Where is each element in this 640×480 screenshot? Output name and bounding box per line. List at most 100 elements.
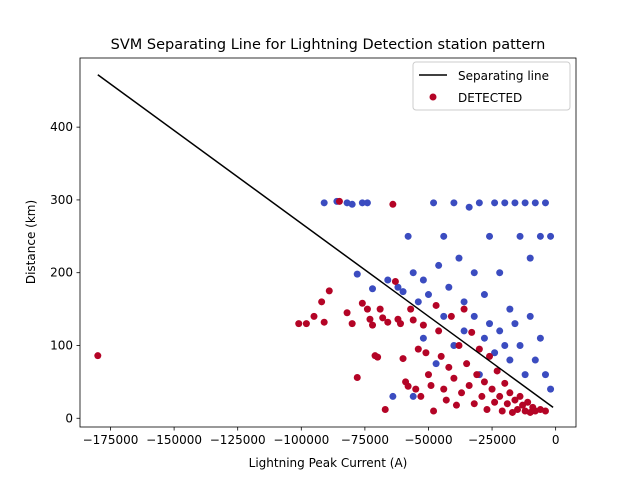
not-detected-point: [475, 199, 483, 207]
legend: Separating line DETECTED: [412, 61, 571, 111]
detected-point: [442, 396, 450, 404]
detected-point: [407, 305, 415, 313]
not-detected-point: [424, 291, 432, 299]
detected-point: [353, 374, 361, 382]
not-detected-point: [320, 199, 328, 207]
x-tick-label: −50000: [404, 433, 452, 447]
not-detected-point: [516, 232, 524, 240]
not-detected-point: [389, 392, 397, 400]
not-detected-point: [491, 199, 499, 207]
y-axis-label: Distance (km): [24, 200, 38, 284]
detected-point: [376, 305, 384, 313]
detected-point: [414, 345, 422, 353]
x-tick-label: −25000: [468, 433, 516, 447]
detected-point: [480, 378, 488, 386]
x-tick-label: 0: [552, 433, 560, 447]
not-detected-point: [358, 199, 366, 207]
not-detected-point: [541, 199, 549, 207]
detected-point: [506, 389, 514, 397]
detected-point: [491, 398, 499, 406]
detected-point: [320, 318, 328, 326]
not-detected-point: [480, 334, 488, 342]
detected-point: [465, 382, 473, 390]
detected-point: [435, 327, 443, 335]
detected-point: [399, 355, 407, 363]
x-axis-ticks: −175000 −150000 −125000 −100000 −75000 −50000…: [83, 427, 560, 447]
detected-point: [496, 392, 504, 400]
detected-point: [94, 352, 102, 360]
detected-point: [508, 408, 516, 416]
not-detected-point: [369, 285, 377, 293]
not-detected-point: [547, 385, 555, 393]
detected-point: [366, 315, 374, 323]
detected-point: [541, 407, 549, 415]
detected-point: [348, 320, 356, 328]
detected-point: [295, 320, 303, 328]
not-detected-point: [450, 341, 458, 349]
detected-point: [513, 406, 521, 414]
detected-point: [475, 345, 483, 353]
not-detected-point: [419, 276, 427, 284]
not-detected-point: [432, 360, 440, 368]
detected-point: [363, 305, 371, 313]
x-tick-label: −75000: [341, 433, 389, 447]
not-detected-point: [435, 261, 443, 269]
not-detected-point: [348, 200, 356, 208]
not-detected-point: [465, 203, 473, 211]
not-detected-point: [536, 334, 544, 342]
detected-point: [325, 287, 333, 295]
not-detected-point: [521, 199, 529, 207]
detected-point: [488, 385, 496, 393]
not-detected-point: [511, 199, 519, 207]
detected-point: [389, 200, 397, 208]
y-axis-ticks: 0 100 200 300 400: [50, 120, 80, 425]
detected-point: [493, 367, 501, 375]
not-detected-point: [450, 199, 458, 207]
not-detected-point: [470, 312, 478, 320]
axes-frame: [79, 57, 577, 428]
legend-entry-separating-line: Separating line: [458, 69, 549, 83]
separating-line: [97, 74, 554, 408]
detected-point: [447, 312, 455, 320]
detected-point: [318, 298, 326, 306]
not-detected-point: [526, 254, 534, 262]
detected-point: [419, 321, 427, 329]
detected-point: [422, 349, 430, 357]
not-detected-point: [460, 298, 468, 306]
detected-point: [511, 396, 519, 404]
detected-point: [498, 407, 506, 415]
detected-point: [455, 341, 463, 349]
x-tick-label: −175000: [83, 433, 139, 447]
detected-point: [409, 316, 417, 324]
detected-point: [358, 299, 366, 307]
y-tick-label: 100: [50, 338, 73, 352]
not-detected-point: [440, 232, 448, 240]
not-detected-point: [486, 320, 494, 328]
detected-point: [384, 318, 392, 326]
not-detected-point: [430, 199, 438, 207]
detected-point: [503, 400, 511, 408]
detected-point: [468, 328, 476, 336]
detected-point: [432, 301, 440, 309]
detected-point: [412, 385, 420, 393]
detected-point: [379, 314, 387, 322]
detected-point: [478, 392, 486, 400]
not-detected-point: [414, 298, 422, 306]
detected-point: [473, 371, 481, 379]
not-detected-point: [506, 305, 514, 313]
not-detected-point: [496, 269, 504, 277]
detected-point: [501, 379, 509, 387]
legend-detected-swatch: [429, 93, 437, 101]
chart-title: SVM Separating Line for Lightning Detect…: [111, 37, 546, 53]
detected-point: [440, 385, 448, 393]
detected-point: [335, 197, 343, 205]
plot-area: [94, 74, 555, 416]
not-detected-point: [440, 312, 448, 320]
detected-point: [463, 360, 471, 368]
not-detected-point: [501, 341, 509, 349]
x-tick-label: −100000: [273, 433, 329, 447]
x-tick-label: −125000: [210, 433, 266, 447]
not-detected-point: [384, 276, 392, 284]
x-axis-label: Lightning Peak Current (A): [249, 456, 408, 470]
